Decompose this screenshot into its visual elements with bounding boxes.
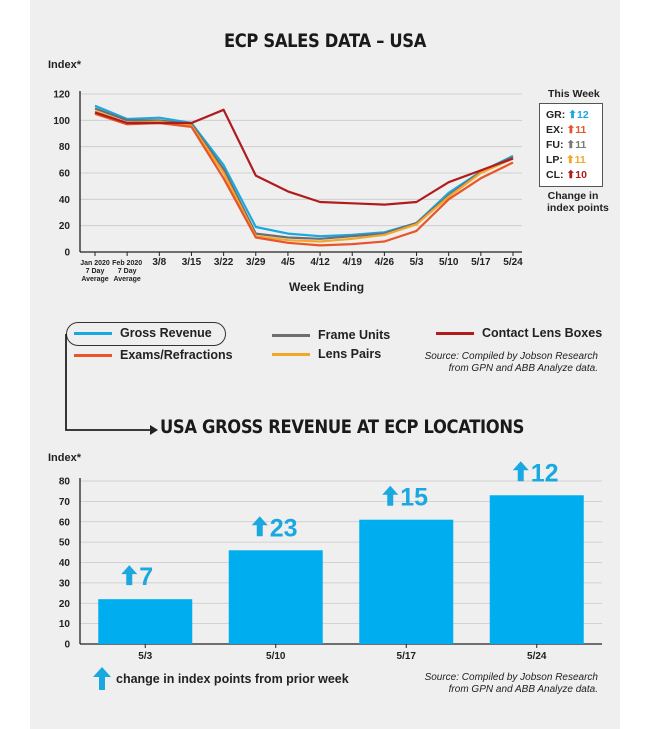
this-week-row-cl: CL: ⬆10 [546, 169, 587, 181]
series-line-contact-lens-boxes [94, 108, 514, 206]
bottom-source-note: Source: Compiled by Jobson Research from… [424, 672, 598, 695]
x-tick-label: Average [113, 276, 140, 283]
y-tick-label: 20 [59, 599, 71, 610]
arrow-up-icon: ⬆ [568, 109, 577, 121]
arrow-up-icon [121, 565, 138, 586]
x-tick-label: 3/22 [214, 257, 234, 268]
legend-gross-revenue: Gross Revenue [74, 326, 212, 340]
y-tick-label: 10 [59, 619, 71, 630]
y-tick-label: 120 [53, 90, 70, 101]
x-tick-label: Average [81, 276, 108, 283]
y-tick-label: 20 [59, 221, 71, 232]
y-tick-label: 80 [59, 142, 71, 153]
top-source-note: Source: Compiled by Jobson Research from… [424, 351, 598, 374]
bottom-chart-title: USA GROSS REVENUE AT ECP LOCATIONS [160, 416, 525, 438]
x-tick-label: 5/17 [397, 651, 417, 662]
y-tick-label: 80 [59, 477, 71, 488]
x-tick-label: Jan 2020 [80, 260, 110, 267]
y-tick-label: 0 [64, 640, 70, 651]
bottom-y-axis-label: Index* [48, 452, 82, 464]
y-tick-label: 40 [59, 195, 71, 206]
arrow-up-icon [93, 667, 111, 690]
this-week-footer: Change in index points [547, 190, 609, 214]
x-tick-label: 3/29 [246, 257, 266, 268]
x-tick-label: 5/24 [503, 257, 523, 268]
legend-swatch [272, 352, 310, 356]
y-tick-label: 60 [59, 517, 71, 528]
y-tick-label: 30 [59, 578, 71, 589]
x-tick-label: 4/12 [310, 257, 330, 268]
x-tick-label: 4/26 [375, 257, 395, 268]
x-tick-label: 5/24 [527, 651, 547, 662]
bottom-legend-note: change in index points from prior week [116, 672, 349, 686]
change-label: 15 [382, 484, 428, 512]
change-label: 23 [251, 514, 298, 542]
arrow-up-icon: ⬆ [566, 139, 576, 151]
bar-5-3 [98, 599, 193, 644]
legend-contact-lens: Contact Lens Boxes [436, 326, 602, 340]
x-tick-label: 4/5 [281, 257, 295, 268]
legend-swatch [272, 333, 310, 337]
x-tick-label: 5/17 [471, 257, 491, 268]
x-tick-label: 7 Day [118, 268, 137, 275]
x-tick-label: 5/3 [138, 651, 152, 662]
top-y-axis-label: Index* [48, 59, 82, 71]
this-week-box: GR: ⬆12 EX: ⬆11 FU: ⬆11 LP: ⬆11 CL: ⬆10 [539, 103, 603, 187]
change-label: 7 [121, 563, 153, 591]
x-tick-label: 5/10 [266, 651, 286, 662]
x-tick-label: 5/3 [410, 257, 424, 268]
x-tick-label: Feb 2020 [112, 260, 142, 267]
y-tick-label: 100 [53, 116, 70, 127]
arrow-up-icon: ⬆ [565, 154, 575, 166]
x-tick-label: 3/15 [182, 257, 202, 268]
this-week-header: This Week [548, 88, 600, 100]
legend-swatch [74, 353, 112, 357]
change-value: 15 [400, 484, 428, 512]
y-tick-label: 50 [59, 538, 71, 549]
legend-frame-units: Frame Units [272, 328, 390, 342]
arrow-up-icon [382, 485, 399, 506]
this-week-row-ex: EX: ⬆11 [546, 124, 587, 136]
legend-swatch [436, 331, 474, 335]
bar-5-10 [228, 550, 323, 644]
x-tick-label: 7 Day [86, 268, 105, 275]
change-label: 12 [512, 459, 559, 487]
legend-lens-pairs: Lens Pairs [272, 347, 381, 361]
this-week-row-fu: FU: ⬆11 [546, 139, 587, 151]
y-tick-label: 70 [59, 497, 71, 508]
legend-swatch [74, 331, 112, 335]
arrow-up-icon: ⬆ [566, 169, 576, 181]
y-tick-label: 40 [59, 558, 71, 569]
x-tick-label: 4/19 [342, 257, 362, 268]
this-week-row-gr: GR: ⬆12 [546, 109, 589, 121]
legend-exams: Exams/Refractions [74, 348, 233, 362]
y-tick-label: 0 [64, 248, 70, 259]
y-tick-label: 60 [59, 169, 71, 180]
top-x-axis-title: Week Ending [289, 280, 365, 294]
arrow-up-icon [512, 461, 529, 482]
bar-5-24 [489, 495, 584, 644]
change-value: 12 [531, 459, 559, 487]
x-tick-label: 3/8 [152, 257, 166, 268]
top-chart-title: ECP SALES DATA – USA [223, 30, 427, 52]
arrow-up-icon: ⬆ [566, 124, 576, 136]
arrow-up-icon [251, 516, 268, 537]
x-tick-label: 5/10 [439, 257, 459, 268]
change-value: 7 [139, 563, 153, 591]
this-week-row-lp: LP: ⬆11 [546, 154, 586, 166]
change-value: 23 [270, 514, 298, 542]
series-line-gross-revenue [94, 104, 514, 238]
bar-5-17 [359, 519, 454, 644]
